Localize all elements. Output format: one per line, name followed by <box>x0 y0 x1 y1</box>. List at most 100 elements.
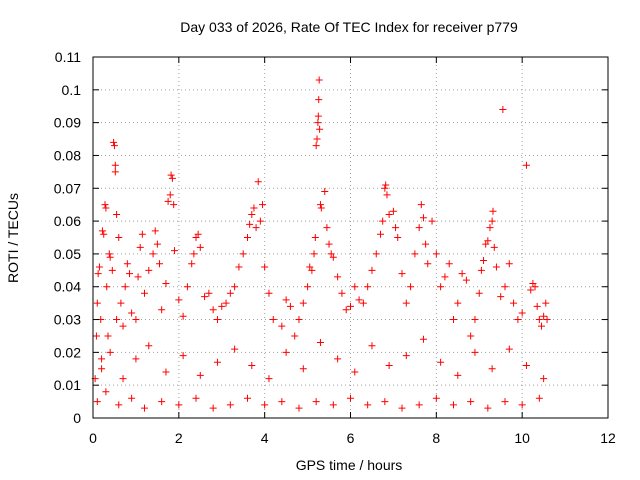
data-point <box>398 404 406 412</box>
y-tick-label: 0.05 <box>54 246 81 262</box>
x-tick-label: 10 <box>514 430 530 446</box>
x-tick-label: 2 <box>175 430 183 446</box>
y-tick-label: 0.03 <box>54 312 81 328</box>
data-point <box>359 299 367 307</box>
x-tick-label: 8 <box>432 430 440 446</box>
data-point <box>254 178 262 186</box>
data-point <box>222 299 230 307</box>
data-point <box>480 256 488 264</box>
data-point <box>95 263 103 271</box>
data-point <box>295 316 303 324</box>
data-point <box>250 204 258 212</box>
data-point <box>226 401 234 409</box>
data-point <box>377 230 385 238</box>
data-point <box>488 217 496 225</box>
data-point <box>445 260 453 268</box>
y-tick-label: 0 <box>73 410 81 426</box>
data-point <box>103 283 111 291</box>
data-point <box>291 332 299 340</box>
data-point <box>531 283 539 291</box>
data-point <box>407 283 415 291</box>
data-point <box>315 96 323 104</box>
data-point <box>518 401 526 409</box>
data-point <box>98 227 106 235</box>
data-point <box>244 234 251 241</box>
data-point <box>389 207 397 215</box>
data-point <box>510 299 518 307</box>
data-point <box>121 283 129 291</box>
data-point <box>265 375 273 383</box>
data-point <box>93 398 101 406</box>
data-point <box>145 266 153 274</box>
data-point <box>505 345 513 353</box>
x-axis-ticks: 0 2 4 6 8 10 12 <box>89 57 616 446</box>
data-point <box>141 404 148 412</box>
data-point <box>527 286 535 294</box>
data-point <box>192 394 200 402</box>
data-point <box>113 211 121 219</box>
data-point <box>321 188 329 196</box>
data-point <box>102 204 110 212</box>
data-point <box>134 273 142 281</box>
data-point <box>115 234 123 241</box>
data-point <box>167 171 175 179</box>
data-point <box>415 224 423 232</box>
data-point <box>110 138 118 146</box>
y-axis-ticks: 0 0.01 0.02 0.03 0.04 0.05 0.06 0.07 0.08 0.09 0.1… <box>54 49 608 426</box>
data-point <box>171 247 179 255</box>
x-axis-label: GPS time / hours <box>296 457 403 473</box>
data-point <box>329 253 337 261</box>
data-point <box>477 266 485 274</box>
data-point <box>218 302 226 310</box>
data-point <box>196 371 204 379</box>
data-point <box>385 211 393 219</box>
data-point <box>105 250 113 258</box>
data-point <box>304 283 312 291</box>
x-tick-label: 4 <box>261 430 269 446</box>
chart-title: Day 033 of 2026, Rate Of TEC Index for r… <box>180 19 518 35</box>
data-point <box>402 299 410 307</box>
data-point <box>179 312 187 320</box>
data-point <box>355 296 363 304</box>
data-point <box>398 270 406 278</box>
data-point <box>278 322 286 330</box>
data-point <box>183 283 191 291</box>
data-point <box>315 76 323 84</box>
data-point <box>164 197 172 205</box>
data-point <box>299 299 307 307</box>
data-point <box>282 296 290 304</box>
data-point <box>317 204 325 212</box>
data-point <box>462 276 470 284</box>
data-point <box>314 119 322 127</box>
data-point <box>522 361 530 369</box>
data-point <box>209 306 217 314</box>
data-point <box>246 220 254 228</box>
data-point <box>108 266 116 274</box>
data-point <box>113 316 121 324</box>
data-point <box>484 237 492 245</box>
data-points <box>91 76 551 412</box>
data-point <box>368 266 376 274</box>
data-point <box>364 401 372 409</box>
data-point <box>323 224 331 232</box>
data-point <box>252 224 260 232</box>
y-tick-label: 0.02 <box>54 344 81 360</box>
data-point <box>313 135 321 143</box>
data-point <box>428 217 436 225</box>
y-tick-label: 0.01 <box>54 377 81 393</box>
data-point <box>110 142 118 150</box>
data-point <box>93 299 101 307</box>
data-point <box>368 342 376 350</box>
data-point <box>269 316 277 324</box>
data-point <box>316 201 324 209</box>
data-point <box>101 201 109 209</box>
data-point <box>244 394 251 402</box>
data-point <box>205 289 213 297</box>
data-point <box>484 404 492 412</box>
data-point <box>347 394 354 402</box>
data-point <box>123 260 131 268</box>
data-point <box>501 283 509 291</box>
data-point <box>119 322 127 330</box>
data-point <box>128 394 136 402</box>
data-point <box>415 401 423 409</box>
